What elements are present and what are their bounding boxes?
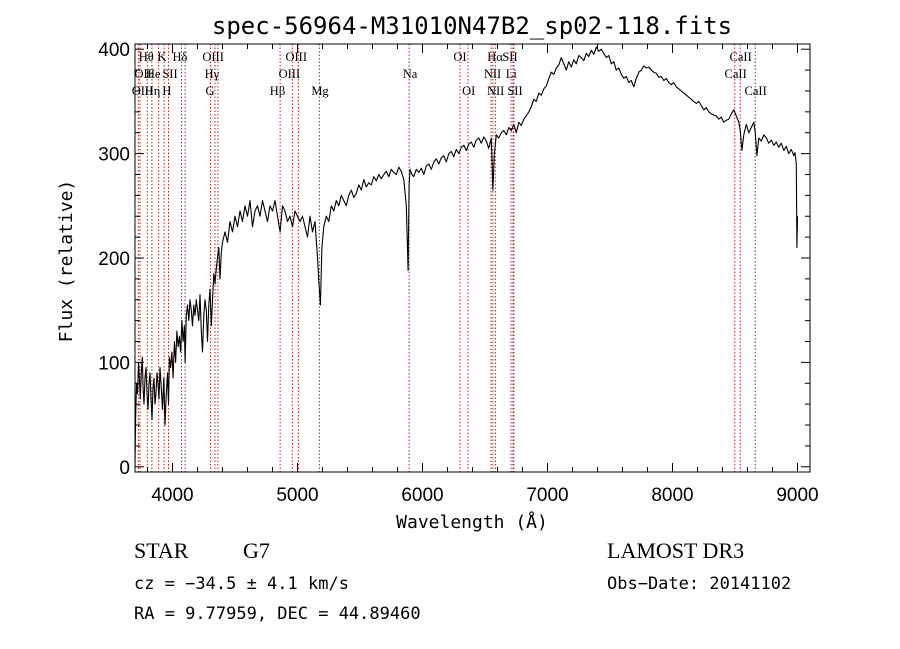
x-tick-label: 8000 [651,485,693,506]
line-label-17: OI [453,50,466,64]
line-label-27: CaII [745,84,767,98]
line-label-23: NII [487,84,504,98]
series-line-spectrum [134,46,799,467]
line-label-20: SII [502,50,517,64]
line-label-4: He [146,67,161,81]
survey-name: LAMOST DR3 [607,538,744,563]
line-label-25: CaII [730,50,752,64]
line-label-24: SII [507,84,522,98]
line-label-16: Na [403,67,418,81]
line-label-1: K [157,50,166,64]
object-class: STAR [134,538,189,563]
y-axis-label: Flux (relative) [56,180,77,343]
spectral-line-markers [137,44,756,472]
spectral-subclass: G7 [243,538,270,563]
x-tick-label: 4000 [151,485,193,506]
y-tick-label: 300 [98,145,130,166]
redshift-velocity: cz = −34.5 ± 4.1 km/s [134,574,349,594]
line-label-5: SII [162,67,177,81]
line-label-14: Hβ [270,84,285,98]
plot-frame [134,43,811,473]
y-tick-label: 0 [119,458,130,479]
x-tick-label: 9000 [776,485,818,506]
x-tick-label: 5000 [276,485,318,506]
line-label-8: H [162,84,171,98]
line-label-2: Hδ [173,50,188,64]
line-label-21: NII [484,67,501,81]
y-tick-label: 100 [98,353,130,374]
line-label-10: Hγ [205,67,220,81]
line-label-11: G [205,84,214,98]
x-tick-label: 7000 [526,485,568,506]
line-label-9: OIII [202,50,224,64]
line-label-15: Mg [311,84,329,98]
x-axis-label: Wavelength (Å) [396,511,548,533]
line-label-13: OIII [279,67,301,81]
line-label-6: OIII [132,84,154,98]
y-tick-label: 400 [98,40,130,61]
coordinates: RA = 9.77959, DEC = 44.89460 [134,604,421,624]
chart-title: spec-56964-M31010N47B2_sp02-118.fits [212,12,732,40]
line-label-12: OIII [285,50,307,64]
line-label-7: Hη [145,84,161,98]
line-label-19: Hα [487,50,503,64]
x-tick-label: 6000 [401,485,443,506]
line-label-22: Li [506,67,518,81]
line-label-18: OI [462,84,475,98]
x-axis-ticks: 4000 5000 6000 7000 8000 9000 [147,44,819,506]
line-label-0: Hθ [139,50,154,64]
y-tick-label: 200 [98,249,130,270]
y-axis-ticks: 0 100 200 300 400 [98,40,810,479]
observation-date: Obs−Date: 20141102 [607,574,791,594]
line-label-26: CaII [725,67,747,81]
series-layer [134,46,799,467]
